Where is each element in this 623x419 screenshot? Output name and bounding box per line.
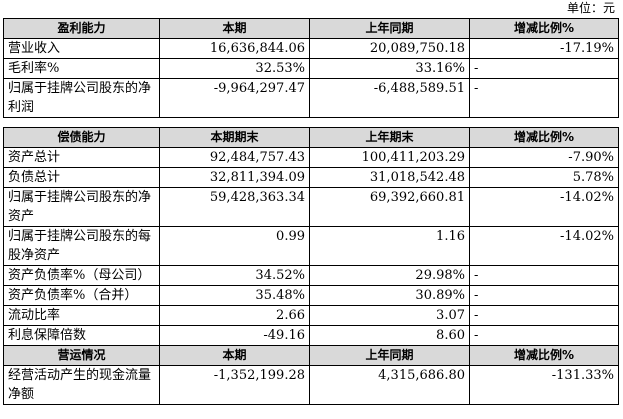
data-row: 利息保障倍数 -49.16 8.60- bbox=[3, 325, 619, 346]
row-label: 归属于挂牌公司股东的净资产 bbox=[3, 187, 160, 227]
value-cell: -49.16 bbox=[159, 325, 310, 346]
data-row: 归属于挂牌公司股东的每股净资产 0.99 1.16 -14.02% bbox=[3, 226, 619, 266]
value-cell: -7.90% bbox=[469, 147, 619, 168]
data-row: 流动比率 2.66 3.07- bbox=[3, 305, 619, 326]
header-cell: 本期 bbox=[159, 18, 310, 39]
unit-label: 单位：元 bbox=[566, 1, 615, 15]
header-cell: 上年同期 bbox=[309, 18, 470, 39]
value-cell: -14.02% bbox=[469, 187, 619, 227]
row-label: 营业收入 bbox=[3, 38, 160, 59]
section-table: 偿债能力 本期期末 上年期末 增减比例% 资产总计 92,484,757.43 100,41… bbox=[3, 127, 619, 346]
row-label: 利息保障倍数 bbox=[3, 325, 160, 346]
value-cell: - bbox=[469, 305, 619, 326]
row-label: 负债总计 bbox=[3, 167, 160, 188]
value-cell: 1.16 bbox=[309, 226, 470, 266]
value-cell: - bbox=[469, 285, 619, 306]
header-cell: 上年期末 bbox=[309, 127, 470, 148]
value-cell: 32,811,394.09 bbox=[159, 167, 310, 188]
value-cell: 33.16% bbox=[309, 58, 470, 79]
value-cell: 59,428,363.34 bbox=[159, 187, 310, 227]
data-row: 营业收入 16,636,844.06 20,089,750.18 -17.19% bbox=[3, 38, 619, 59]
section-table: 营运情况 本期 上年同期 增减比例% 经营活动产生的现金流量净额 -1,352,199.2… bbox=[3, 345, 619, 405]
value-cell: -1,352,199.28 bbox=[159, 365, 310, 405]
row-label: 流动比率 bbox=[3, 305, 160, 326]
data-row: 资产总计 92,484,757.43 100,411,203.29 -7.90% bbox=[3, 147, 619, 168]
tables: 盈利能力 本期 上年同期 增减比例% 营业收入 16,636,844.06 20,089,7… bbox=[3, 18, 619, 405]
value-cell: 8.60 bbox=[309, 325, 470, 346]
header-row: 营运情况 本期 上年同期 增减比例% bbox=[3, 345, 619, 366]
header-cell: 本期期末 bbox=[159, 127, 310, 148]
data-row: 归属于挂牌公司股东的净利润 -9,964,297.47 -6,488,589.51- bbox=[3, 78, 619, 118]
section-table: 盈利能力 本期 上年同期 增减比例% 营业收入 16,636,844.06 20,089,7… bbox=[3, 18, 619, 118]
value-cell: -17.19% bbox=[469, 38, 619, 59]
value-cell: 34.52% bbox=[159, 265, 310, 286]
data-row: 负债总计 32,811,394.09 31,018,542.48 5.78% bbox=[3, 167, 619, 188]
value-cell: - bbox=[469, 265, 619, 286]
row-label: 经营活动产生的现金流量净额 bbox=[3, 365, 160, 405]
value-cell: 4,315,686.80 bbox=[309, 365, 470, 405]
value-cell: -14.02% bbox=[469, 226, 619, 266]
header-cell: 增减比例% bbox=[469, 345, 619, 366]
value-cell: 2.66 bbox=[159, 305, 310, 326]
row-label: 归属于挂牌公司股东的每股净资产 bbox=[3, 226, 160, 266]
value-cell: 20,089,750.18 bbox=[309, 38, 470, 59]
row-label: 资产总计 bbox=[3, 147, 160, 168]
value-cell: - bbox=[469, 325, 619, 346]
row-label: 归属于挂牌公司股东的净利润 bbox=[3, 78, 160, 118]
header-row: 盈利能力 本期 上年同期 增减比例% bbox=[3, 18, 619, 39]
header-cell: 营运情况 bbox=[3, 345, 160, 366]
data-row: 毛利率% 32.53% 33.16% - bbox=[3, 58, 619, 79]
value-cell: 3.07 bbox=[309, 305, 470, 326]
value-cell: 35.48% bbox=[159, 285, 310, 306]
value-cell: 30.89% bbox=[309, 285, 470, 306]
row-label: 资产负债率%（合并） bbox=[3, 285, 160, 306]
value-cell: 92,484,757.43 bbox=[159, 147, 310, 168]
data-row: 经营活动产生的现金流量净额 -1,352,199.28 4,315,686.80 -1… bbox=[3, 365, 619, 405]
header-row: 偿债能力 本期期末 上年期末 增减比例% bbox=[3, 127, 619, 148]
value-cell: 0.99 bbox=[159, 226, 310, 266]
value-cell: -9,964,297.47 bbox=[159, 78, 310, 118]
value-cell: 31,018,542.48 bbox=[309, 167, 470, 188]
data-row: 归属于挂牌公司股东的净资产 59,428,363.34 69,392,660.81-… bbox=[3, 187, 619, 227]
header-cell: 盈利能力 bbox=[3, 18, 160, 39]
row-label: 毛利率% bbox=[3, 58, 160, 79]
row-label: 资产负债率%（母公司） bbox=[3, 265, 160, 286]
value-cell: 69,392,660.81 bbox=[309, 187, 470, 227]
value-cell: -131.33% bbox=[469, 365, 619, 405]
header-cell: 上年同期 bbox=[309, 345, 470, 366]
header-cell: 偿债能力 bbox=[3, 127, 160, 148]
header-cell: 增减比例% bbox=[469, 127, 619, 148]
data-row: 资产负债率%（母公司） 34.52% 29.98% - bbox=[3, 265, 619, 286]
value-cell: 5.78% bbox=[469, 167, 619, 188]
value-cell: 29.98% bbox=[309, 265, 470, 286]
header-cell: 本期 bbox=[159, 345, 310, 366]
value-cell: -6,488,589.51 bbox=[309, 78, 470, 118]
value-cell: - bbox=[469, 78, 619, 118]
value-cell: 16,636,844.06 bbox=[159, 38, 310, 59]
data-row: 资产负债率%（合并） 35.48% 30.89% - bbox=[3, 285, 619, 306]
header-cell: 增减比例% bbox=[469, 18, 619, 39]
value-cell: 32.53% bbox=[159, 58, 310, 79]
value-cell: - bbox=[469, 58, 619, 79]
value-cell: 100,411,203.29 bbox=[309, 147, 470, 168]
